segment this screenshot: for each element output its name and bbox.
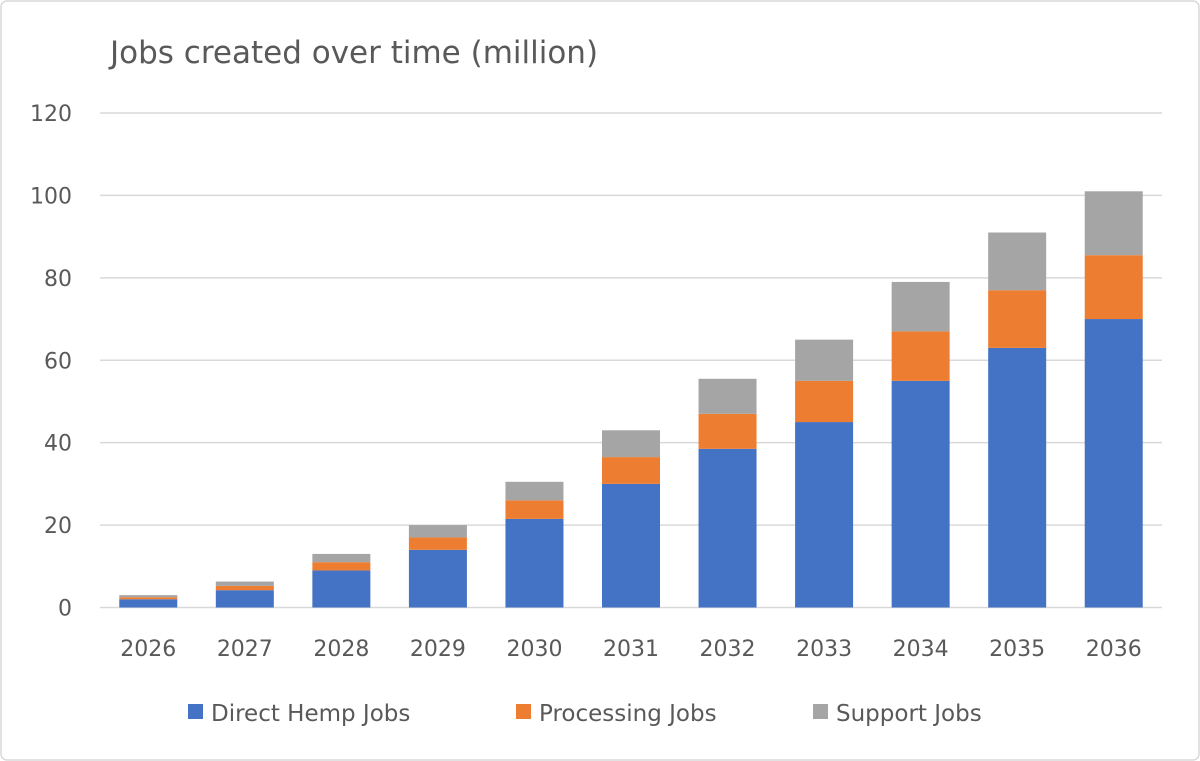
legend-label: Direct Hemp Jobs: [211, 701, 410, 727]
bar-direct-hemp-jobs-2036: [1084, 319, 1143, 608]
bar-processing-jobs-2026: [119, 597, 178, 600]
x-tick-label: 2026: [120, 637, 176, 662]
bar-direct-hemp-jobs-2034: [891, 380, 950, 608]
bar-support-jobs-2036: [1084, 191, 1143, 256]
bar-support-jobs-2030: [505, 481, 564, 501]
legend-label: Processing Jobs: [539, 701, 717, 727]
y-tick-label: 40: [44, 432, 72, 457]
bar-processing-jobs-2035: [988, 290, 1047, 348]
bars: [119, 191, 1143, 608]
legend-swatch: [188, 704, 203, 719]
bar-direct-hemp-jobs-2027: [215, 590, 274, 608]
x-axis-ticks: 2026 2027 2028 2029 2030 2031 2032 2033 2034 2035…: [120, 637, 1141, 662]
y-tick-label: 80: [44, 267, 72, 292]
bar-processing-jobs-2029: [408, 537, 467, 550]
bar-processing-jobs-2027: [215, 585, 274, 591]
x-tick-label: 2036: [1086, 637, 1142, 662]
bar-processing-jobs-2033: [795, 380, 854, 423]
bar-support-jobs-2033: [795, 339, 854, 381]
x-tick-label: 2031: [603, 637, 659, 662]
legend-swatch: [813, 704, 828, 719]
bar-support-jobs-2029: [408, 525, 467, 538]
legend-label: Support Jobs: [836, 701, 982, 727]
bar-support-jobs-2028: [312, 553, 371, 563]
legend: Direct Hemp Jobs Processing Jobs Support J…: [188, 701, 982, 727]
x-tick-label: 2030: [506, 637, 562, 662]
bar-support-jobs-2032: [698, 378, 757, 414]
bar-processing-jobs-2036: [1084, 255, 1143, 320]
bar-direct-hemp-jobs-2035: [988, 347, 1047, 608]
x-tick-label: 2028: [313, 637, 369, 662]
y-tick-label: 100: [30, 184, 72, 209]
x-tick-label: 2034: [893, 637, 949, 662]
x-tick-label: 2027: [217, 637, 273, 662]
x-tick-label: 2035: [989, 637, 1045, 662]
x-tick-label: 2033: [796, 637, 852, 662]
bar-processing-jobs-2028: [312, 562, 371, 571]
x-tick-label: 2032: [700, 637, 756, 662]
bar-processing-jobs-2032: [698, 413, 757, 449]
y-tick-label: 0: [58, 597, 72, 622]
bar-processing-jobs-2034: [891, 331, 950, 381]
bar-direct-hemp-jobs-2029: [408, 549, 467, 608]
bar-support-jobs-2035: [988, 232, 1047, 291]
bar-support-jobs-2034: [891, 281, 950, 332]
bar-direct-hemp-jobs-2031: [602, 483, 660, 608]
bar-direct-hemp-jobs-2030: [505, 518, 564, 608]
x-tick-label: 2029: [410, 637, 466, 662]
y-axis-ticks: 0 20 40 60 80 100 120: [30, 102, 72, 622]
bar-direct-hemp-jobs-2028: [312, 570, 371, 608]
bar-direct-hemp-jobs-2032: [698, 448, 757, 608]
bar-support-jobs-2027: [215, 581, 274, 586]
bar-processing-jobs-2031: [602, 457, 660, 484]
bar-direct-hemp-jobs-2033: [795, 422, 854, 608]
y-tick-label: 60: [44, 349, 72, 374]
y-tick-label: 20: [44, 514, 72, 539]
bar-processing-jobs-2030: [505, 500, 564, 519]
legend-swatch: [516, 704, 531, 719]
bar-support-jobs-2031: [602, 430, 660, 458]
chart-title: Jobs created over time (million): [108, 35, 598, 71]
bar-direct-hemp-jobs-2026: [119, 599, 178, 608]
y-tick-label: 120: [30, 102, 72, 127]
bar-support-jobs-2026: [119, 595, 178, 598]
